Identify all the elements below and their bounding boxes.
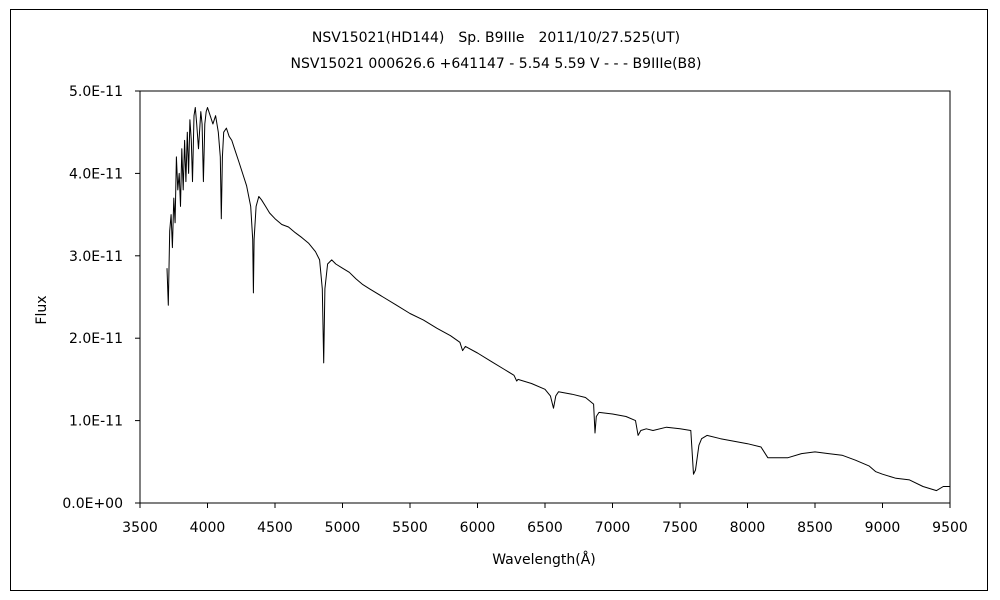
y-axis-label: Flux [34, 295, 50, 324]
y-tick-label: 3.0E-11 [69, 249, 123, 265]
x-tick-label: 6500 [527, 520, 563, 536]
x-tick-label: 6000 [460, 520, 496, 536]
y-axis-ticks: 0.0E+00 1.0E-11 2.0E-11 3.0E-11 4.0E-11 5.0E-… [62, 84, 140, 512]
x-tick-label: 9500 [932, 520, 968, 536]
x-axis-label: Wavelength(Å) [492, 551, 596, 568]
chart-title: NSV15021(HD144) Sp. B9IIIe 2011/10/27.52… [312, 30, 680, 46]
y-tick-label: 4.0E-11 [69, 166, 123, 182]
spectrum-series-line [166, 107, 950, 492]
x-tick-label: 5500 [392, 520, 428, 536]
y-tick-label: 1.0E-11 [69, 414, 123, 430]
x-tick-label: 5000 [325, 520, 361, 536]
x-tick-label: 7000 [595, 520, 631, 536]
y-tick-label: 5.0E-11 [69, 84, 123, 100]
series-group [166, 107, 950, 492]
x-tick-label: 7500 [662, 520, 698, 536]
x-tick-label: 3500 [122, 520, 158, 536]
x-axis-ticks: 3500 4000 4500 5000 5500 6000 6500 7000 7500 8000… [122, 503, 968, 536]
x-tick-label: 4500 [257, 520, 293, 536]
x-tick-label: 9000 [865, 520, 901, 536]
chart-subtitle: NSV15021 000626.6 +641147 - 5.54 5.59 V … [290, 56, 701, 72]
y-tick-label: 2.0E-11 [69, 331, 123, 347]
y-tick-label: 0.0E+00 [62, 496, 123, 512]
x-tick-label: 8000 [730, 520, 766, 536]
x-tick-label: 8500 [797, 520, 833, 536]
plot-area [139, 90, 951, 504]
x-tick-label: 4000 [190, 520, 226, 536]
